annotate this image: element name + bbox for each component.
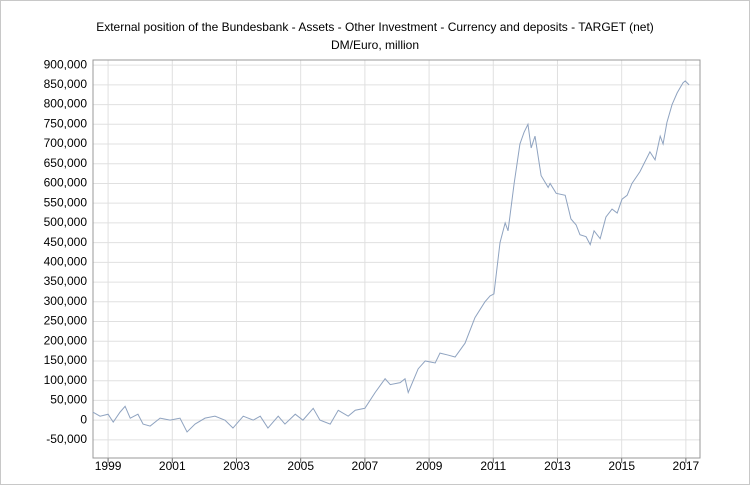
y-tick-label: 650,000 [44, 156, 88, 170]
y-tick-label: 250,000 [44, 314, 88, 328]
y-tick-label: 750,000 [44, 116, 88, 130]
y-tick-label: 500,000 [44, 215, 88, 229]
x-tick-label: 2015 [608, 459, 635, 473]
y-tick-label: -50,000 [46, 432, 87, 446]
y-tick-label: 150,000 [44, 353, 88, 367]
x-tick-label: 2011 [480, 459, 506, 473]
y-tick-label: 100,000 [44, 373, 88, 387]
x-tick-label: 2017 [673, 459, 700, 473]
y-tick-label: 300,000 [44, 294, 88, 308]
x-tick-label: 2005 [287, 459, 314, 473]
y-tick-label: 350,000 [44, 274, 88, 288]
x-tick-label: 2013 [544, 459, 571, 473]
x-tick-label: 2001 [159, 459, 186, 473]
x-tick-label: 2009 [416, 459, 443, 473]
y-tick-label: 0 [80, 412, 87, 426]
y-tick-label: 450,000 [44, 235, 88, 249]
y-tick-label: 600,000 [44, 176, 88, 190]
y-tick-label: 800,000 [44, 97, 88, 111]
y-tick-label: 900,000 [44, 57, 88, 71]
plot-border [92, 59, 701, 459]
y-tick-label: 850,000 [44, 77, 88, 91]
y-tick-label: 700,000 [44, 136, 88, 150]
chart-title: External position of the Bundesbank - As… [96, 20, 654, 34]
chart-subtitle: DM/Euro, million [331, 38, 419, 52]
x-tick-label: 1999 [95, 459, 122, 473]
data-line [92, 80, 690, 433]
y-tick-label: 200,000 [44, 333, 88, 347]
x-tick-label: 2003 [223, 459, 250, 473]
y-tick-label: 400,000 [44, 255, 88, 269]
y-tick-label: 50,000 [50, 393, 87, 407]
y-tick-label: 550,000 [44, 195, 88, 209]
x-tick-label: 2007 [352, 459, 379, 473]
